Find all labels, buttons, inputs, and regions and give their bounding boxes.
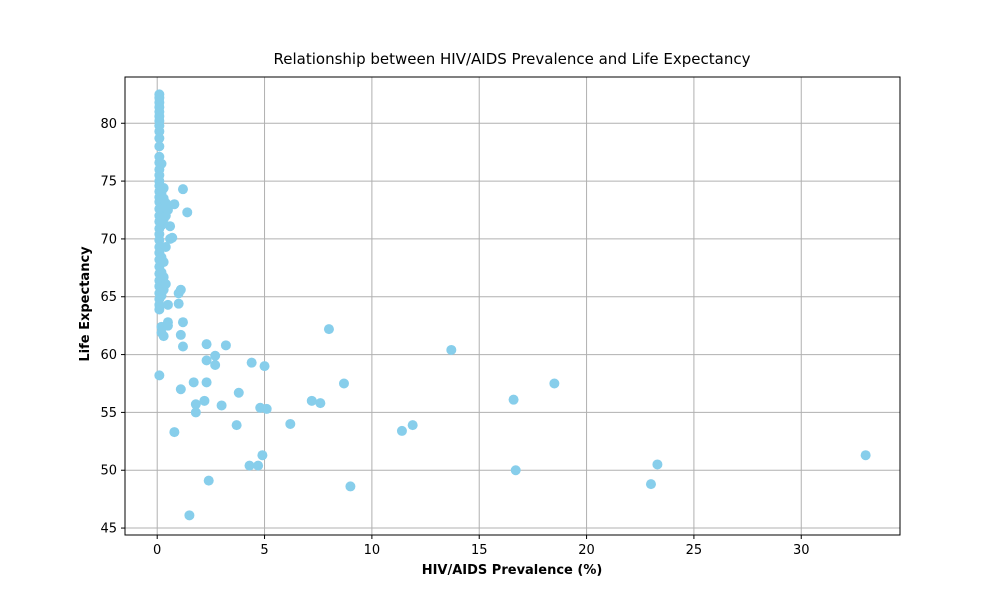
scatter-point	[184, 510, 195, 521]
scatter-point	[154, 133, 165, 144]
scatter-point	[216, 400, 227, 411]
x-tick-label: 10	[364, 543, 381, 558]
scatter-point	[201, 377, 212, 388]
scatter-point	[158, 183, 169, 194]
scatter-point	[233, 387, 244, 398]
scatter-point	[158, 257, 169, 268]
scatter-point	[162, 205, 173, 216]
scatter-point	[158, 331, 169, 342]
scatter-point	[154, 126, 165, 137]
scatter-point	[246, 357, 257, 368]
scatter-point	[160, 279, 171, 290]
y-tick-label: 60	[100, 348, 117, 363]
scatter-point	[396, 425, 407, 436]
scatter-point	[154, 235, 165, 246]
scatter-point	[210, 350, 221, 361]
scatter-point	[210, 359, 221, 370]
y-axis-label: Life Expectancy	[78, 246, 93, 362]
data-points	[154, 89, 871, 521]
scatter-point	[169, 427, 180, 438]
scatter-point	[306, 395, 317, 406]
scatter-point	[199, 395, 210, 406]
scatter-point	[645, 479, 656, 490]
scatter-point	[154, 370, 165, 381]
scatter-point	[188, 377, 199, 388]
scatter-point	[203, 475, 214, 486]
scatter-point	[162, 299, 173, 310]
y-tick-label: 80	[100, 117, 117, 132]
scatter-point	[407, 420, 418, 431]
scatter-point	[154, 304, 165, 315]
scatter-point	[231, 420, 242, 431]
scatter-point	[261, 403, 272, 414]
x-tick-label: 20	[578, 543, 595, 558]
scatter-point	[190, 399, 201, 410]
scatter-point	[175, 329, 186, 340]
scatter-point	[177, 317, 188, 328]
scatter-point	[173, 298, 184, 309]
scatter-point	[169, 199, 180, 210]
y-axis-ticks: 45 50 55 60 65 70 75 80	[100, 117, 125, 537]
scatter-point	[315, 398, 326, 409]
scatter-point	[323, 324, 334, 335]
scatter-point	[190, 407, 201, 418]
scatter-point	[175, 384, 186, 395]
x-tick-label: 5	[260, 543, 268, 558]
scatter-point	[285, 418, 296, 429]
scatter-point	[182, 207, 193, 218]
scatter-point	[345, 481, 356, 492]
x-tick-label: 15	[471, 543, 488, 558]
x-axis-ticks: 0 5 10 15 20 25 30	[153, 535, 810, 558]
scatter-point	[257, 450, 268, 461]
x-tick-label: 0	[153, 543, 161, 558]
scatter-point	[652, 459, 663, 470]
scatter-point	[162, 320, 173, 331]
y-tick-label: 45	[100, 522, 117, 537]
scatter-point	[508, 394, 519, 405]
scatter-point	[860, 450, 871, 461]
scatter-point	[175, 284, 186, 295]
scatter-point	[156, 158, 167, 169]
scatter-point	[220, 340, 231, 351]
scatter-point	[253, 460, 264, 471]
y-tick-label: 75	[100, 175, 117, 190]
y-tick-label: 50	[100, 464, 117, 479]
scatter-point	[154, 141, 165, 152]
grid	[125, 77, 900, 535]
scatter-point	[165, 221, 176, 232]
y-tick-label: 55	[100, 406, 117, 421]
scatter-point	[259, 361, 270, 372]
scatter-point	[338, 378, 349, 389]
chart-title: Relationship between HIV/AIDS Prevalence…	[274, 50, 751, 68]
scatter-point	[510, 465, 521, 476]
scatter-point	[177, 341, 188, 352]
scatter-point	[244, 460, 255, 471]
scatter-point	[201, 355, 212, 366]
scatter-point	[160, 242, 171, 253]
y-tick-label: 70	[100, 232, 117, 247]
x-axis-label: HIV/AIDS Prevalence (%)	[422, 563, 603, 578]
scatter-point	[201, 339, 212, 350]
scatter-point	[177, 184, 188, 195]
x-tick-label: 25	[686, 543, 703, 558]
scatter-point	[446, 344, 457, 355]
plot-frame	[124, 76, 901, 536]
y-tick-label: 65	[100, 290, 117, 305]
scatter-point	[167, 232, 178, 243]
x-tick-label: 30	[793, 543, 810, 558]
scatter-point	[549, 378, 560, 389]
